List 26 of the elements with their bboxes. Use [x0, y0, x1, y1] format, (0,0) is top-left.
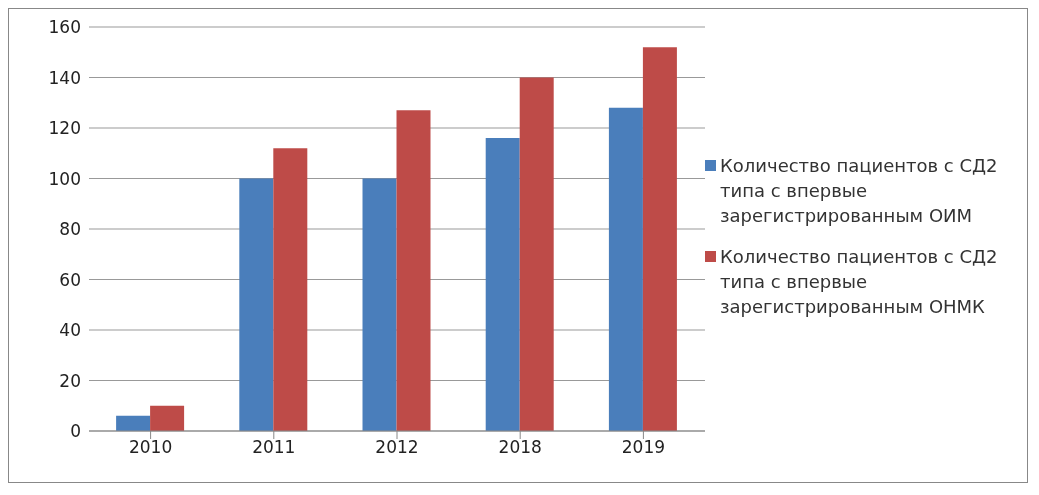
x-tick-label: 2019	[621, 437, 666, 458]
y-tick-label: 140	[48, 67, 81, 88]
bar	[642, 47, 677, 431]
bar	[362, 178, 397, 431]
bar	[519, 77, 554, 431]
bar	[116, 415, 151, 431]
y-tick-label: 0	[70, 421, 81, 442]
bar	[150, 405, 185, 431]
y-tick-label: 160	[48, 17, 81, 38]
x-tick-label: 2012	[375, 437, 419, 458]
bar	[608, 107, 643, 431]
y-tick-label: 120	[48, 118, 81, 139]
legend-label: Количество пациентов с СД2 типа с впервые зарегистрированным ОНМК	[720, 245, 999, 319]
x-tick-label: 2010	[128, 437, 173, 458]
legend-label: Количество пациентов с СД2 типа с впервые зарегистрированным ОИМ	[720, 154, 999, 228]
bar	[396, 110, 431, 431]
x-tick-label: 2011	[252, 437, 296, 458]
y-tick-label: 60	[59, 269, 81, 290]
bar	[485, 138, 520, 431]
bar	[273, 148, 308, 431]
y-tick-label: 40	[59, 320, 81, 341]
bar	[239, 178, 274, 431]
y-tick-label: 100	[48, 168, 81, 189]
y-tick-label: 20	[59, 370, 81, 391]
x-tick-label: 2018	[498, 437, 542, 458]
y-tick-label: 80	[59, 219, 81, 240]
